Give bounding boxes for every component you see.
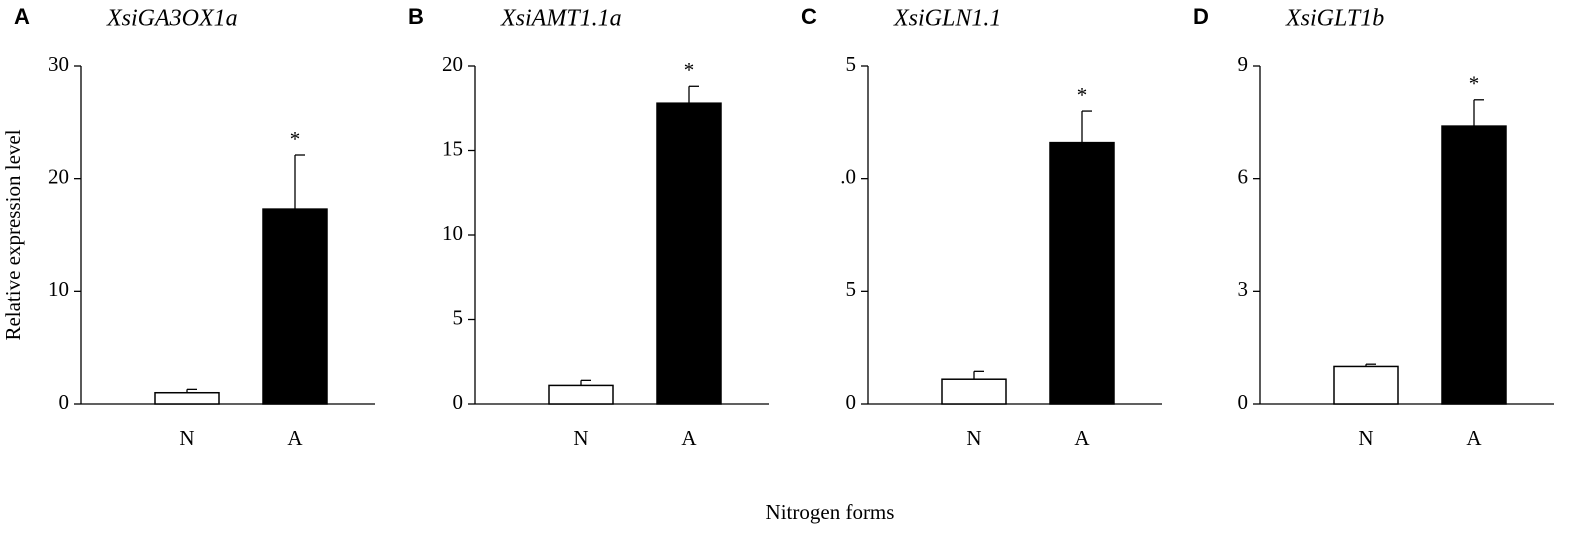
bar xyxy=(548,384,614,405)
y-tick-label: 20 xyxy=(48,164,69,188)
x-axis-label: Nitrogen forms xyxy=(766,500,895,524)
panel-label: B xyxy=(408,4,424,29)
x-tick-label: A xyxy=(1466,426,1482,450)
panel-label: C xyxy=(801,4,817,29)
y-tick-label: .0 xyxy=(840,164,856,188)
panel-label: D xyxy=(1193,4,1209,29)
significance-marker: * xyxy=(1469,72,1480,96)
y-tick-label: 5 xyxy=(846,52,857,76)
y-tick-label: 30 xyxy=(48,52,69,76)
y-axis-label: Relative expression level xyxy=(1,129,25,340)
x-tick-label: N xyxy=(179,426,194,450)
panel-title: XsiGLT1b xyxy=(1285,6,1384,32)
x-tick-label: A xyxy=(287,426,303,450)
bar xyxy=(1333,365,1399,405)
x-tick-label: N xyxy=(966,426,981,450)
y-tick-label: 0 xyxy=(59,390,70,414)
y-tick-label: 6 xyxy=(1238,164,1249,188)
y-tick-label: 0 xyxy=(1238,390,1249,414)
y-tick-label: 5 xyxy=(453,305,464,329)
bar xyxy=(1441,125,1507,405)
y-tick-label: 15 xyxy=(442,136,463,160)
panel-label: A xyxy=(14,4,30,29)
x-tick-label: A xyxy=(1074,426,1090,450)
bar xyxy=(1049,141,1115,405)
significance-marker: * xyxy=(684,58,695,82)
y-tick-label: 10 xyxy=(48,277,69,301)
bar xyxy=(656,102,722,405)
y-tick-label: 3 xyxy=(1238,277,1249,301)
bar xyxy=(154,391,220,405)
significance-marker: * xyxy=(290,127,301,151)
x-tick-label: N xyxy=(1358,426,1373,450)
y-tick-label: 0 xyxy=(453,390,464,414)
y-tick-label: 0 xyxy=(846,390,857,414)
y-tick-label: 10 xyxy=(442,221,463,245)
panel-title: XsiGA3OX1a xyxy=(106,6,238,32)
panel-title: XsiAMT1.1a xyxy=(500,6,622,32)
bar xyxy=(262,208,328,405)
x-tick-label: N xyxy=(573,426,588,450)
bar xyxy=(941,378,1007,405)
x-tick-label: A xyxy=(681,426,697,450)
y-tick-label: 5 xyxy=(846,277,857,301)
significance-marker: * xyxy=(1077,83,1088,107)
y-tick-label: 9 xyxy=(1238,52,1249,76)
y-tick-label: 20 xyxy=(442,52,463,76)
panel-title: XsiGLN1.1 xyxy=(893,6,1001,32)
